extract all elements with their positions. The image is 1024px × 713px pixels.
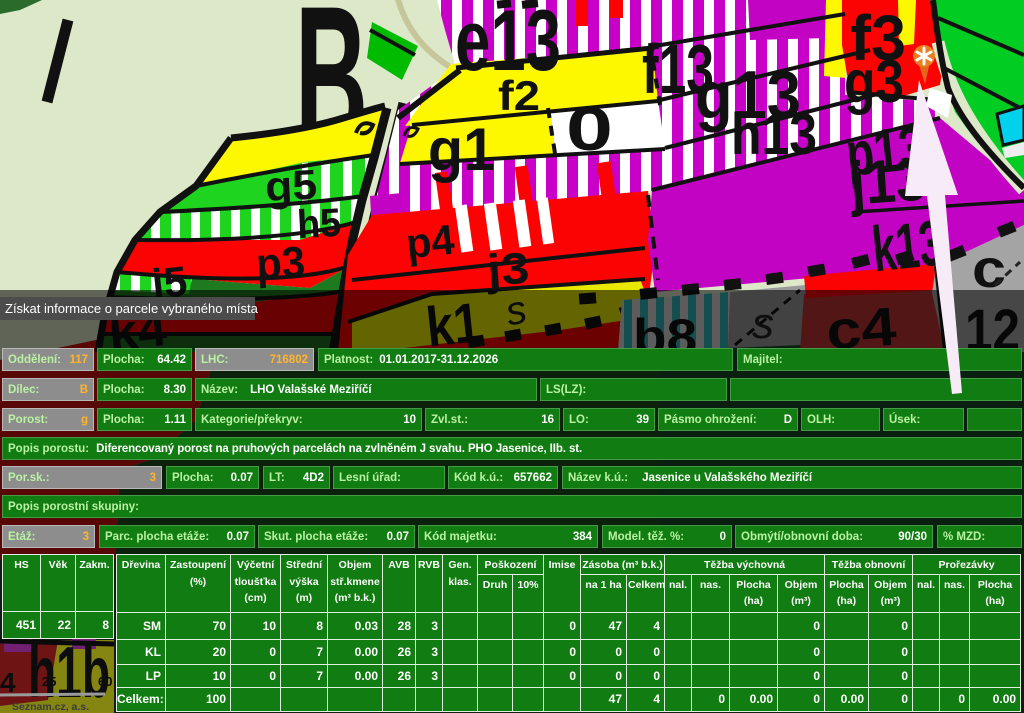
svg-text:g13: g13 bbox=[695, 57, 801, 133]
svg-text:60: 60 bbox=[98, 674, 112, 689]
svg-text:f13: f13 bbox=[642, 30, 714, 108]
svg-text:25: 25 bbox=[42, 674, 56, 689]
svg-text:h5: h5 bbox=[296, 201, 342, 247]
svg-text:p4: p4 bbox=[404, 216, 457, 268]
svg-text:h1b: h1b bbox=[28, 633, 110, 713]
svg-text:f2: f2 bbox=[498, 72, 540, 119]
svg-text:p3: p3 bbox=[255, 238, 306, 289]
svg-text:f3: f3 bbox=[850, 2, 906, 74]
svg-text:4: 4 bbox=[0, 667, 16, 698]
svg-text:Seznam.cz, a.s.: Seznam.cz, a.s. bbox=[12, 701, 89, 713]
svg-text:0: 0 bbox=[566, 95, 613, 163]
svg-text:c: c bbox=[972, 239, 1006, 299]
svg-text:g3: g3 bbox=[844, 48, 904, 115]
svg-text:g5: g5 bbox=[264, 161, 318, 211]
svg-text:e13: e13 bbox=[455, 0, 561, 89]
svg-text:g1: g1 bbox=[428, 116, 495, 183]
svg-text:j13: j13 bbox=[847, 144, 928, 217]
svg-text:k13: k13 bbox=[869, 206, 946, 285]
svg-text:j3: j3 bbox=[484, 244, 530, 296]
svg-text:h13: h13 bbox=[731, 102, 817, 167]
